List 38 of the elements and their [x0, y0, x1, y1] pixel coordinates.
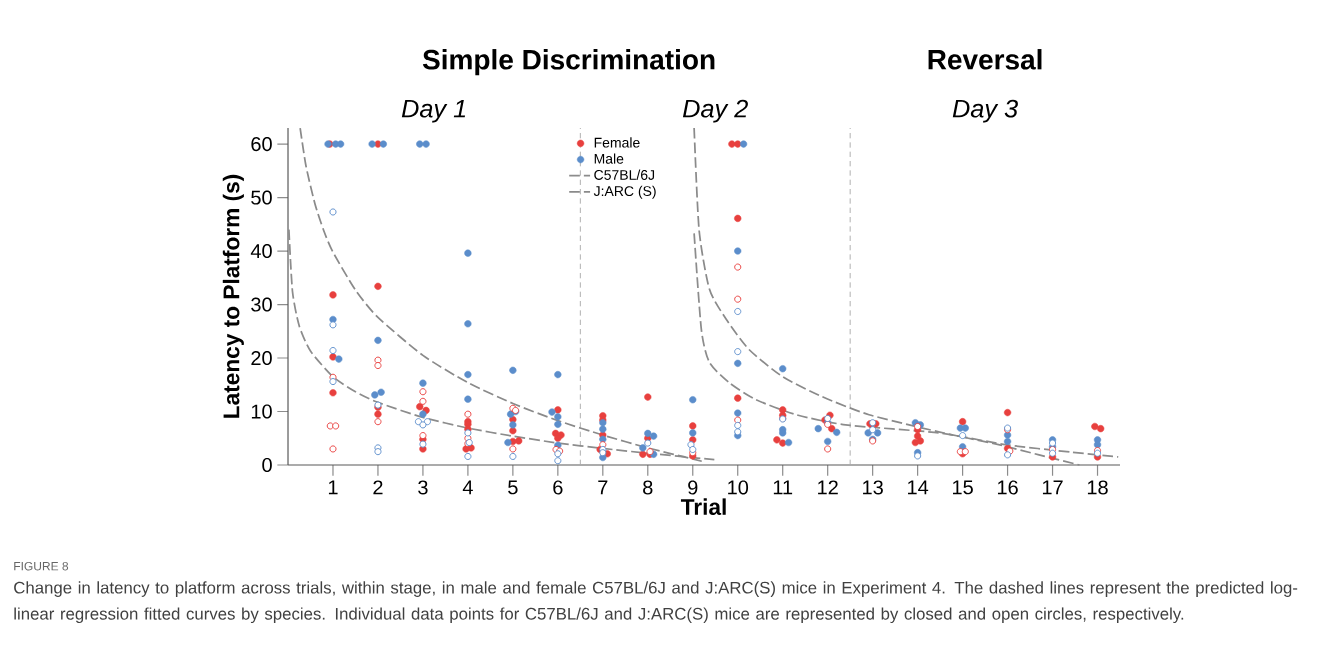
y-tick-label: 50 — [251, 190, 272, 205]
legend-label: Male — [594, 153, 624, 164]
text: Reversal — [928, 49, 1042, 70]
text: Day 1 — [401, 99, 466, 123]
x-tick-label: 13 — [863, 480, 883, 495]
y-tick-label: 30 — [251, 297, 272, 312]
y-axis-title: Latency to Platform (s) — [222, 174, 244, 418]
text: Day 3 — [952, 99, 1018, 123]
x-tick-label: 2 — [373, 480, 383, 495]
x-tick-label: 9 — [688, 480, 698, 495]
x-tick-label: 3 — [418, 480, 428, 495]
legend-label: J:ARC (S) — [593, 185, 656, 199]
x-tick-label: 16 — [997, 480, 1018, 495]
legend-label: C57BL/6J — [594, 169, 655, 180]
x-tick-label: 4 — [462, 480, 473, 495]
x-tick-label: 10 — [728, 480, 749, 495]
x-tick-label: 6 — [553, 480, 563, 495]
x-tick-label: 14 — [908, 480, 929, 495]
y-tick-label: 60 — [251, 136, 272, 152]
y-tick-label: 20 — [251, 350, 272, 366]
caption: FIGURE 8 — [14, 561, 69, 571]
x-tick-label: 15 — [953, 480, 973, 495]
y-tick-label: 40 — [250, 243, 272, 259]
legend-label: Female — [594, 137, 640, 148]
x-tick-label: 11 — [773, 480, 793, 495]
text: Day 2 — [682, 99, 748, 123]
text: Simple Discrimination — [422, 49, 715, 76]
y-tick-label: 10 — [251, 404, 272, 419]
x-tick-label: 17 — [1042, 480, 1063, 495]
x-tick-label: 7 — [598, 480, 608, 495]
text: Change in latency to platform across trials, within stage, in male and female C57BL/6J and J:ARC(S) mice in Experiment 4. The dashed lines represent the predicted log-linear regression fitted curves by species. Individual data points for C57BL/6J and J:ARC(S) mice are represented by closed and open circles, respectively. — [14, 581, 1298, 624]
x-axis-title: Trial — [680, 498, 726, 516]
x-tick-label: 1 — [328, 480, 338, 495]
x-tick-label: 12 — [818, 480, 838, 495]
x-tick-label: 18 — [1087, 480, 1108, 495]
y-tick-label: 0 — [262, 457, 272, 473]
x-tick-label: 8 — [643, 480, 653, 495]
x-tick-label: 5 — [508, 480, 518, 495]
